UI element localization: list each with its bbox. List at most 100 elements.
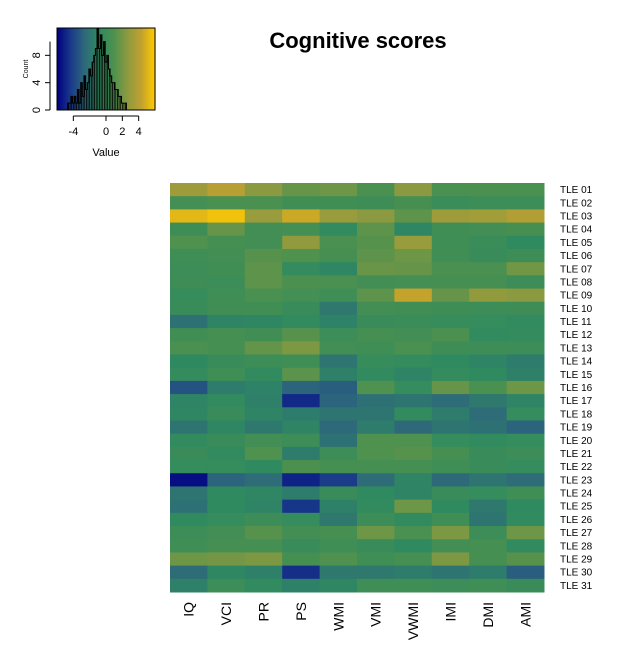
heatmap-cell <box>170 328 208 342</box>
heatmap-cell <box>431 341 470 356</box>
color-key-swatch <box>75 28 77 110</box>
heatmap-cell <box>431 380 470 395</box>
color-key-swatch <box>132 28 134 110</box>
heatmap-cell <box>282 539 321 553</box>
color-key-swatch <box>74 28 76 110</box>
row-label: TLE 21 <box>560 449 593 460</box>
heatmap-cell <box>319 499 358 514</box>
heatmap-cell <box>244 394 283 408</box>
color-key-swatch <box>83 28 85 110</box>
heatmap-cell <box>207 539 246 553</box>
color-key-swatch <box>87 28 89 110</box>
column-label: VWMI <box>405 602 421 640</box>
heatmap-cell <box>207 314 246 329</box>
heatmap-cell <box>319 275 358 290</box>
heatmap-cell <box>319 328 358 342</box>
heatmap-cell <box>207 565 246 580</box>
heatmap-cell <box>394 288 433 303</box>
heatmap-cell <box>506 262 545 276</box>
heatmap-cell <box>506 328 545 342</box>
heatmap-cell <box>506 446 545 461</box>
heatmap-cell <box>319 512 358 527</box>
heatmap-cell <box>469 196 508 210</box>
color-key-swatch <box>80 28 82 110</box>
heatmap-cell <box>207 380 246 395</box>
color-key-swatch <box>153 28 155 110</box>
heatmap-cell <box>207 301 246 316</box>
color-key-y-label: Count <box>23 60 30 79</box>
row-label: TLE 07 <box>560 264 593 275</box>
heatmap-cell <box>357 301 395 316</box>
column-label: IQ <box>181 602 197 617</box>
heatmap-cell <box>506 314 545 329</box>
row-label: TLE 31 <box>560 581 593 592</box>
heatmap-cell <box>282 314 321 329</box>
color-key-swatch <box>85 28 87 110</box>
heatmap-cell <box>319 354 358 369</box>
heatmap-cell <box>244 433 283 448</box>
heatmap-cell <box>469 328 508 342</box>
heatmap-cell <box>506 433 545 448</box>
heatmap-cell <box>244 183 283 197</box>
row-label: TLE 16 <box>560 383 593 394</box>
color-key-swatch <box>101 28 103 110</box>
heatmap-cell <box>170 460 208 474</box>
heatmap-cell <box>207 578 246 593</box>
heatmap-cell <box>394 420 433 435</box>
color-key-swatch <box>61 28 63 110</box>
color-key-swatch <box>81 28 83 110</box>
heatmap-cell <box>244 380 283 395</box>
heatmap-cell <box>357 486 395 501</box>
heatmap-cell <box>319 262 358 276</box>
heatmap-cell <box>244 248 283 263</box>
heatmap-cell <box>431 367 470 382</box>
heatmap-cell <box>170 235 208 250</box>
heatmap-cell <box>357 565 395 580</box>
heatmap-cell <box>282 526 321 540</box>
color-key-swatch <box>144 28 146 110</box>
heatmap-cell <box>207 512 246 527</box>
heatmap-cell <box>357 275 395 290</box>
heatmap-cell <box>469 473 508 487</box>
color-key-swatch <box>137 28 139 110</box>
heatmap-cell <box>319 314 358 329</box>
heatmap-cell <box>319 248 358 263</box>
heatmap-cell <box>357 578 395 593</box>
heatmap-cell <box>282 262 321 276</box>
heatmap-cell <box>506 526 545 540</box>
color-key-swatch <box>149 28 151 110</box>
heatmap-cell <box>506 222 545 237</box>
heatmap-cell <box>207 433 246 448</box>
heatmap-cell <box>431 578 470 593</box>
heatmap-cell <box>319 288 358 303</box>
heatmap-cell <box>244 262 283 276</box>
heatmap-cell <box>394 262 433 276</box>
heatmap-cell <box>394 552 433 567</box>
heatmap-cell <box>506 486 545 501</box>
row-label: TLE 03 <box>560 211 593 222</box>
heatmap-cell <box>394 275 433 290</box>
heatmap-cell <box>170 446 208 461</box>
color-key-swatch <box>138 28 140 110</box>
heatmap-cell <box>431 565 470 580</box>
heatmap-cell <box>394 512 433 527</box>
heatmap-cell <box>469 314 508 329</box>
heatmap-cell <box>170 473 208 487</box>
color-key-swatch <box>73 28 75 110</box>
heatmap-cell <box>431 473 470 487</box>
heatmap-cell <box>431 248 470 263</box>
heatmap-cell <box>357 552 395 567</box>
row-label: TLE 10 <box>560 304 593 315</box>
heatmap-cell <box>469 512 508 527</box>
heatmap-cell <box>506 552 545 567</box>
color-key-histogram <box>67 27 127 110</box>
color-key-swatch <box>64 28 66 110</box>
heatmap-cell <box>282 460 321 474</box>
heatmap-cell <box>357 380 395 395</box>
color-key-swatch <box>150 28 152 110</box>
heatmap-cell <box>431 314 470 329</box>
heatmap-cell <box>506 248 545 263</box>
heatmap-cell <box>207 460 246 474</box>
heatmap-cell <box>431 420 470 435</box>
heatmap-cell <box>431 499 470 514</box>
